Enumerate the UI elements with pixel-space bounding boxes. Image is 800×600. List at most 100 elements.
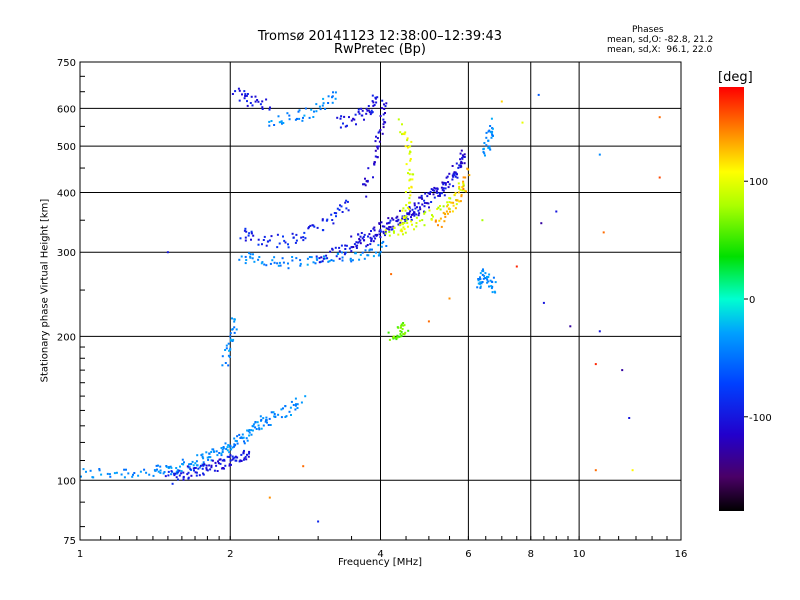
data-point: [410, 220, 413, 223]
data-point: [488, 147, 491, 150]
data-point: [196, 454, 199, 457]
data-point: [401, 328, 404, 330]
data-point: [399, 223, 402, 226]
data-point: [429, 190, 432, 193]
data-point: [233, 437, 236, 440]
data-point: [372, 101, 375, 104]
data-point: [468, 174, 471, 177]
data-point: [331, 101, 334, 104]
data-point: [479, 272, 482, 275]
data-point: [420, 197, 423, 199]
data-point: [115, 471, 118, 474]
data-point: [376, 96, 379, 99]
data-point: [166, 251, 169, 254]
data-point: [464, 176, 467, 179]
data-point: [486, 278, 489, 281]
data-point: [462, 155, 465, 158]
data-point: [258, 256, 261, 258]
data-point: [453, 194, 456, 196]
data-point: [405, 204, 408, 207]
data-point: [284, 241, 287, 244]
data-point: [478, 278, 481, 281]
data-point: [485, 131, 488, 134]
data-point: [186, 465, 189, 468]
data-point: [484, 272, 487, 275]
data-point: [288, 410, 291, 413]
data-point: [308, 256, 311, 258]
data-point: [230, 339, 232, 342]
x-tick-label: 16: [675, 549, 688, 560]
data-point: [221, 355, 224, 358]
data-point: [267, 240, 270, 243]
data-point: [477, 279, 480, 282]
data-point: [281, 122, 283, 125]
data-point: [448, 197, 451, 200]
data-point: [390, 273, 393, 276]
y-tick-label: 100: [57, 476, 76, 487]
data-point: [364, 184, 367, 187]
data-point: [167, 474, 170, 477]
data-point: [462, 176, 465, 179]
data-point: [488, 285, 490, 288]
data-point: [423, 224, 426, 227]
data-point: [483, 152, 486, 155]
data-point: [234, 439, 237, 442]
data-point: [412, 213, 415, 215]
data-point: [194, 467, 197, 469]
data-point: [182, 463, 185, 466]
data-point: [352, 117, 355, 120]
data-point: [280, 416, 283, 419]
data-point: [542, 301, 545, 304]
data-point: [259, 415, 262, 418]
data-point: [379, 250, 382, 253]
data-point: [272, 411, 275, 414]
data-point: [481, 281, 484, 283]
data-point: [219, 462, 222, 465]
data-point: [433, 186, 436, 189]
data-point: [457, 182, 460, 185]
data-point: [251, 429, 254, 432]
data-point: [174, 472, 177, 475]
data-point: [263, 263, 266, 266]
data-point: [178, 474, 181, 477]
data-point: [372, 240, 375, 243]
data-point: [409, 210, 412, 213]
data-point: [410, 186, 413, 189]
data-point: [377, 131, 380, 134]
data-point: [303, 231, 306, 234]
data-point: [418, 219, 421, 222]
data-point: [331, 247, 334, 250]
data-point: [376, 137, 379, 140]
data-point: [409, 158, 412, 160]
data-point: [334, 97, 337, 100]
data-point: [250, 238, 252, 241]
data-point: [490, 287, 493, 290]
data-point: [406, 139, 409, 142]
data-point: [231, 317, 233, 320]
grid-lines: [80, 62, 681, 540]
data-point: [375, 135, 377, 138]
data-point: [208, 456, 211, 459]
data-point: [461, 156, 464, 159]
data-point: [254, 426, 257, 429]
data-point: [359, 235, 362, 238]
data-point: [267, 424, 270, 426]
data-point: [348, 247, 351, 250]
data-point: [170, 466, 173, 469]
data-point: [344, 125, 347, 128]
data-point: [221, 448, 224, 451]
data-point: [366, 109, 369, 112]
data-point: [490, 285, 493, 288]
data-point: [85, 470, 87, 473]
data-point: [344, 248, 347, 250]
data-point: [281, 257, 284, 260]
data-point: [231, 458, 234, 461]
data-point: [432, 193, 435, 196]
y-tick-label: 600: [57, 104, 76, 115]
x-tick-label: 2: [227, 549, 233, 560]
data-point: [276, 233, 279, 236]
data-point: [120, 473, 123, 476]
data-point: [631, 469, 634, 472]
data-point: [257, 424, 260, 427]
data-point: [362, 236, 365, 238]
